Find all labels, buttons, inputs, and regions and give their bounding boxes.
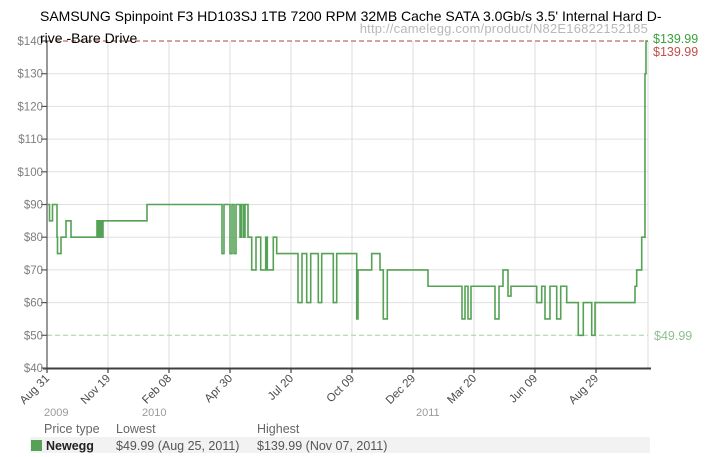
lowest-price-label: $49.99 xyxy=(654,329,692,343)
y-tick-label: $120 xyxy=(17,101,43,113)
product-title: SAMSUNG Spinpoint F3 HD103SJ 1TB 7200 RP… xyxy=(40,5,702,49)
x-tick-label: Feb 08 xyxy=(140,373,174,407)
product-title-line1: SAMSUNG Spinpoint F3 HD103SJ 1TB 7200 RP… xyxy=(40,8,662,24)
y-tick-label: $40 xyxy=(24,363,43,375)
y-tick-label: $130 xyxy=(17,69,43,81)
y-tick-label: $100 xyxy=(17,167,43,179)
x-tick-label: Dec 29 xyxy=(384,373,418,407)
legend-highest-value: $139.99 (Nov 07, 2011) xyxy=(257,439,388,453)
year-label: 2010 xyxy=(142,407,166,419)
x-tick-label: Oct 09 xyxy=(325,373,357,405)
x-tick-label: Mar 20 xyxy=(445,373,479,407)
x-tick-label: Nov 19 xyxy=(79,373,113,407)
y-tick-label: $70 xyxy=(24,265,43,277)
x-tick-label: Aug 29 xyxy=(567,373,601,407)
y-tick-label: $110 xyxy=(18,134,43,146)
y-tick-label: $60 xyxy=(24,298,43,310)
legend-header-lowest: Lowest xyxy=(116,422,156,436)
y-tick-label: $90 xyxy=(24,200,43,212)
y-tick-label: $80 xyxy=(24,232,43,244)
watermark-url: http://camelegg.com/product/N82E16822152… xyxy=(359,21,648,36)
newegg-series-swatch xyxy=(31,440,42,451)
legend-header-price-type: Price type xyxy=(44,422,100,436)
legend-row-stripe xyxy=(30,437,650,453)
highest-price-label: $139.99 xyxy=(653,45,698,59)
newegg-price-line xyxy=(47,40,648,337)
legend-lowest-value: $49.99 (Aug 25, 2011) xyxy=(116,439,240,453)
product-title-line2: rive -Bare Drive xyxy=(40,30,138,46)
year-label: 2011 xyxy=(416,407,440,419)
x-tick-label: Aug 31 xyxy=(18,373,52,407)
y-tick-label: $50 xyxy=(24,330,43,342)
year-label: 2009 xyxy=(44,407,68,419)
legend-series-name: Newegg xyxy=(46,439,94,453)
x-tick-label: Jul 20 xyxy=(266,373,296,403)
current-price-label: $139.99 xyxy=(653,32,698,46)
y-tick-label: $140 xyxy=(17,36,43,48)
legend-header-highest: Highest xyxy=(257,422,300,436)
x-tick-label: Apr 30 xyxy=(203,373,235,405)
x-tick-label: Jun 09 xyxy=(507,373,540,406)
